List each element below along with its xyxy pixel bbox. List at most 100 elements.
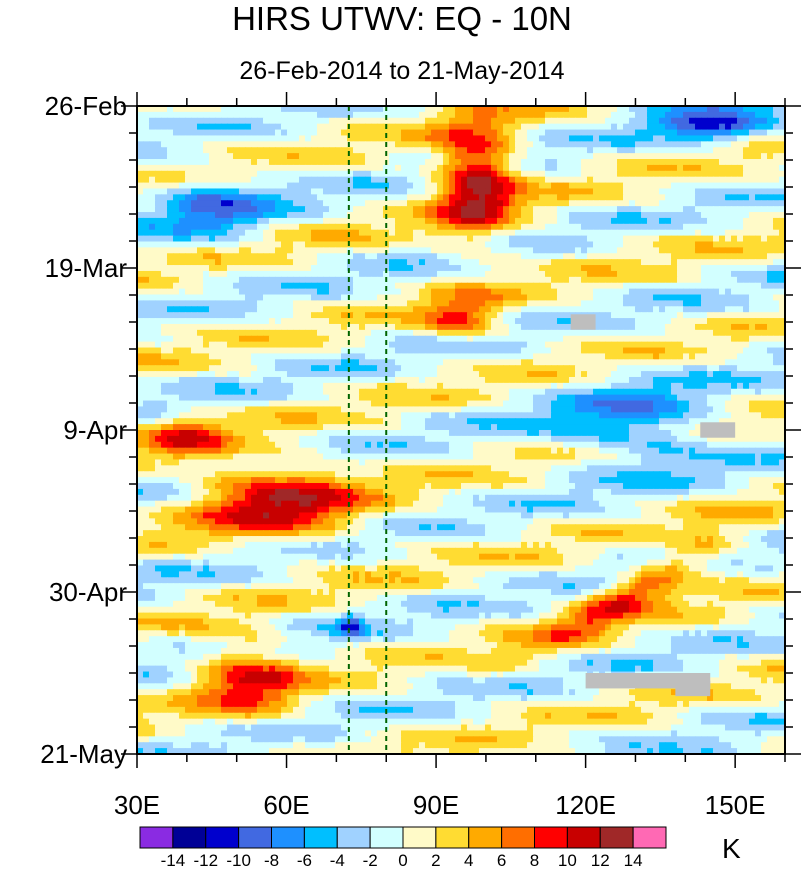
heatmap-cell (365, 147, 372, 154)
heatmap-cell (251, 176, 258, 184)
heatmap-cell (635, 176, 642, 184)
heatmap-cell (761, 217, 768, 225)
heatmap-cell (563, 259, 570, 266)
heatmap-cell (749, 153, 756, 160)
heatmap-cell (197, 223, 204, 231)
heatmap-cell (581, 270, 588, 278)
heatmap-cell (281, 341, 288, 349)
heatmap-cell (575, 182, 582, 190)
heatmap-cell (539, 341, 546, 349)
heatmap-cell (623, 371, 630, 378)
heatmap-cell (467, 365, 474, 372)
heatmap-cell (425, 229, 432, 237)
heatmap-cell (587, 335, 594, 343)
heatmap-cell (461, 217, 468, 225)
heatmap-cell (173, 241, 180, 248)
heatmap-cell (761, 329, 768, 337)
heatmap-cell (479, 188, 486, 195)
heatmap-cell (515, 135, 522, 142)
heatmap-cell (389, 247, 396, 254)
heatmap-cell (437, 229, 444, 237)
heatmap-cell (503, 164, 510, 172)
heatmap-cell (629, 359, 636, 366)
heatmap-cell (275, 347, 282, 355)
heatmap-cell (359, 182, 366, 190)
heatmap-cell (335, 176, 342, 184)
heatmap-cell (539, 323, 546, 331)
heatmap-cell (725, 217, 732, 225)
heatmap-cell (317, 188, 324, 195)
heatmap-cell (767, 111, 774, 119)
heatmap-cell (773, 241, 780, 248)
heatmap-cell (365, 170, 372, 178)
heatmap-cell (629, 123, 636, 131)
heatmap-cell (281, 312, 288, 319)
heatmap-cell (443, 341, 450, 349)
heatmap-cell (203, 200, 210, 207)
heatmap-cell (749, 300, 756, 307)
heatmap-cell (329, 276, 336, 284)
heatmap-cell (281, 223, 288, 231)
heatmap-cell (383, 200, 390, 207)
heatmap-cell (209, 170, 216, 178)
heatmap-cell (143, 306, 150, 313)
heatmap-cell (701, 159, 708, 166)
heatmap-cell (311, 170, 318, 178)
heatmap-cell (149, 135, 156, 142)
heatmap-cell (137, 347, 144, 355)
heatmap-cell (203, 212, 210, 219)
heatmap-cell (755, 241, 762, 248)
heatmap-cell (359, 217, 366, 225)
heatmap-cell (587, 123, 594, 131)
heatmap-cell (731, 223, 738, 231)
heatmap-cell (719, 371, 726, 378)
heatmap-cell (335, 318, 342, 325)
heatmap-cell (245, 270, 252, 278)
heatmap-cell (275, 135, 282, 142)
heatmap-cell (491, 217, 498, 225)
heatmap-cell (317, 111, 324, 119)
heatmap-cell (779, 235, 785, 243)
heatmap-cell (227, 329, 234, 337)
heatmap-cell (455, 270, 462, 278)
heatmap-cell (485, 270, 492, 278)
heatmap-cell (713, 371, 720, 378)
heatmap-cell (695, 182, 702, 190)
heatmap-cell (449, 259, 456, 266)
heatmap-cell (617, 235, 624, 243)
heatmap-cell (341, 329, 348, 337)
heatmap-cell (605, 229, 612, 237)
heatmap-cell (449, 253, 456, 260)
heatmap-cell (443, 359, 450, 366)
heatmap-cell (179, 141, 186, 148)
heatmap-cell (209, 376, 216, 384)
heatmap-cell (593, 206, 600, 213)
heatmap-cell (569, 212, 576, 219)
heatmap-cell (761, 312, 768, 319)
heatmap-cell (293, 347, 300, 355)
heatmap-cell (725, 123, 732, 131)
heatmap-cell (773, 270, 780, 278)
heatmap-cell (593, 253, 600, 260)
heatmap-cell (461, 170, 468, 178)
heatmap-cell (365, 259, 372, 266)
heatmap-cell (227, 312, 234, 319)
heatmap-cell (275, 229, 282, 237)
heatmap-cell (461, 159, 468, 166)
heatmap-cell (287, 182, 294, 190)
heatmap-cell (701, 164, 708, 172)
heatmap-cell (431, 164, 438, 172)
heatmap-cell (299, 176, 306, 184)
heatmap-cell (677, 129, 684, 137)
heatmap-cell (737, 106, 744, 113)
heatmap-cell (179, 359, 186, 366)
heatmap-cell (557, 247, 564, 254)
heatmap-cell (263, 276, 270, 284)
heatmap-cell (335, 288, 342, 296)
heatmap-cell (149, 217, 156, 225)
heatmap-cell (311, 288, 318, 296)
heatmap-cell (611, 288, 618, 296)
heatmap-cell (743, 259, 750, 266)
heatmap-cell (479, 194, 486, 201)
heatmap-cell (617, 253, 624, 260)
